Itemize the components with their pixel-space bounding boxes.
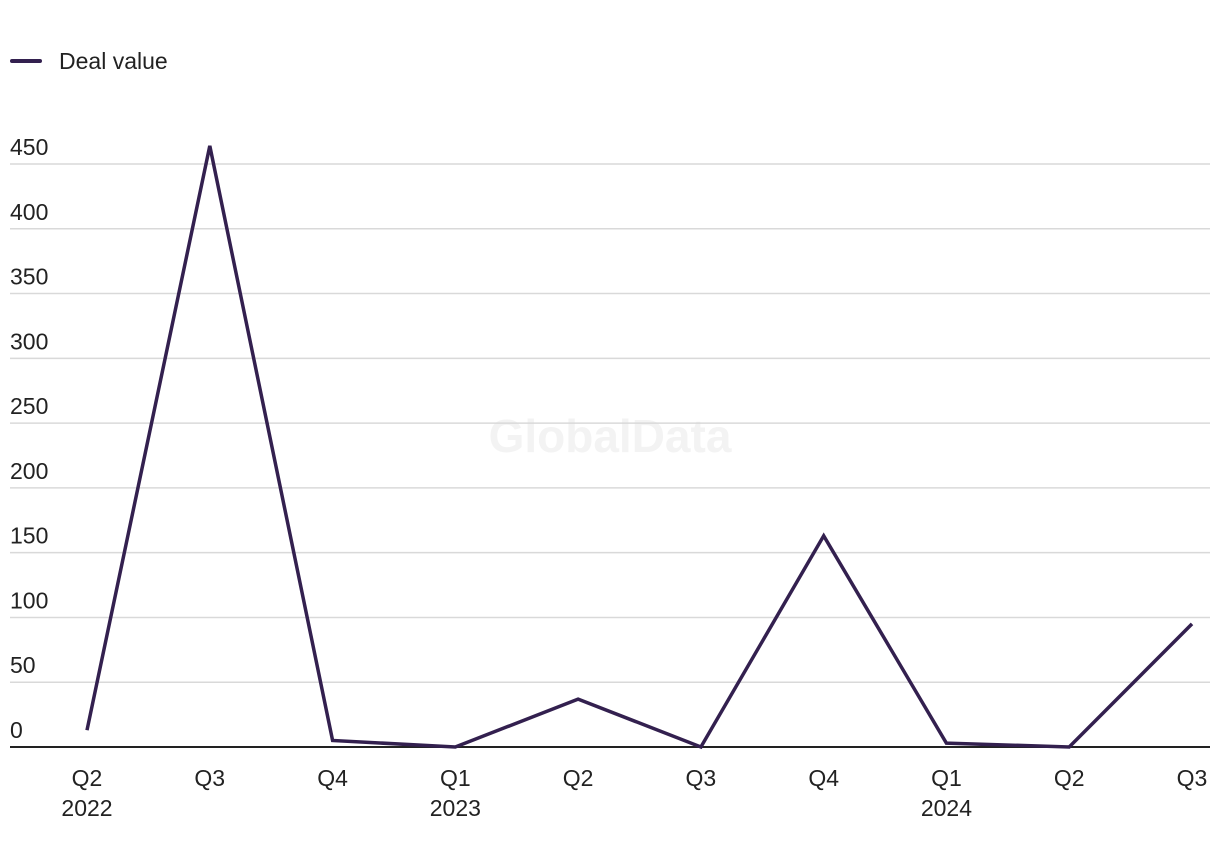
data-point (453, 745, 457, 749)
x-tick-label: Q2 (563, 765, 594, 791)
data-point (1067, 745, 1071, 749)
y-tick-label: 150 (10, 523, 48, 549)
data-point (1190, 622, 1194, 626)
watermark-text: GlobalData (489, 410, 732, 462)
y-tick-label: 300 (10, 328, 48, 354)
x-tick-label: Q4 (808, 765, 839, 791)
legend-label: Deal value (59, 47, 168, 74)
x-tick-label: Q2 (1054, 765, 1085, 791)
x-tick-label: Q3 (194, 765, 225, 791)
series-line-deal-value (85, 145, 1194, 750)
data-point (576, 697, 580, 701)
data-point (208, 144, 212, 148)
y-tick-label: 400 (10, 199, 48, 225)
x-year-label: 2024 (921, 795, 972, 821)
x-tick-label: Q2 (72, 765, 103, 791)
x-year-label: 2023 (430, 795, 481, 821)
y-tick-label: 0 (10, 717, 23, 743)
x-tick-label: Q1 (931, 765, 962, 791)
legend: Deal value (10, 46, 168, 76)
x-tick-label: Q3 (686, 765, 717, 791)
x-year-label: 2022 (61, 795, 112, 821)
data-point (822, 534, 826, 538)
y-tick-label: 250 (10, 393, 48, 419)
x-tick-label: Q3 (1177, 765, 1208, 791)
y-tick-label: 350 (10, 264, 48, 290)
y-tick-label: 100 (10, 587, 48, 613)
y-tick-label: 450 (10, 134, 48, 160)
x-tick-label: Q4 (317, 765, 348, 791)
data-point (85, 728, 89, 732)
y-tick-label: 200 (10, 458, 48, 484)
legend-swatch (10, 59, 42, 63)
x-tick-label: Q1 (440, 765, 471, 791)
data-point (944, 741, 948, 745)
y-tick-label: 50 (10, 652, 36, 678)
data-point (699, 745, 703, 749)
data-point (331, 739, 335, 743)
